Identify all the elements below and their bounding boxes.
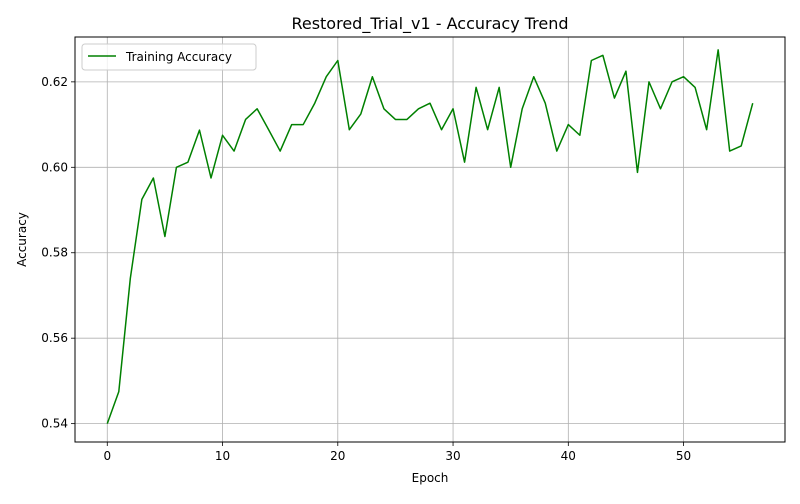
x-tick-label: 10 [215, 449, 230, 463]
legend-label: Training Accuracy [125, 50, 232, 64]
x-axis-label: Epoch [412, 471, 449, 485]
y-tick-label: 0.60 [41, 160, 68, 174]
y-tick-label: 0.54 [41, 417, 68, 431]
x-tick-label: 20 [330, 449, 345, 463]
x-tick-label: 0 [103, 449, 111, 463]
x-tick-label: 50 [676, 449, 691, 463]
y-tick-label: 0.62 [41, 75, 68, 89]
x-tick-label: 30 [445, 449, 460, 463]
y-tick-label: 0.56 [41, 331, 68, 345]
chart-title: Restored_Trial_v1 - Accuracy Trend [291, 14, 568, 34]
y-tick-label: 0.58 [41, 246, 68, 260]
legend: Training Accuracy [82, 44, 256, 70]
x-tick-label: 40 [561, 449, 576, 463]
y-axis-label: Accuracy [15, 212, 29, 267]
